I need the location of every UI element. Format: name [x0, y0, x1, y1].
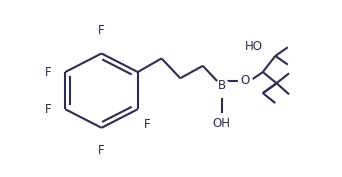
Text: OH: OH: [212, 117, 231, 130]
Text: F: F: [98, 24, 105, 37]
Text: F: F: [144, 118, 150, 131]
Text: O: O: [241, 74, 250, 87]
Text: F: F: [45, 65, 52, 79]
Text: F: F: [45, 103, 52, 116]
Text: B: B: [218, 79, 226, 92]
Text: HO: HO: [245, 41, 263, 53]
Text: F: F: [98, 144, 105, 157]
